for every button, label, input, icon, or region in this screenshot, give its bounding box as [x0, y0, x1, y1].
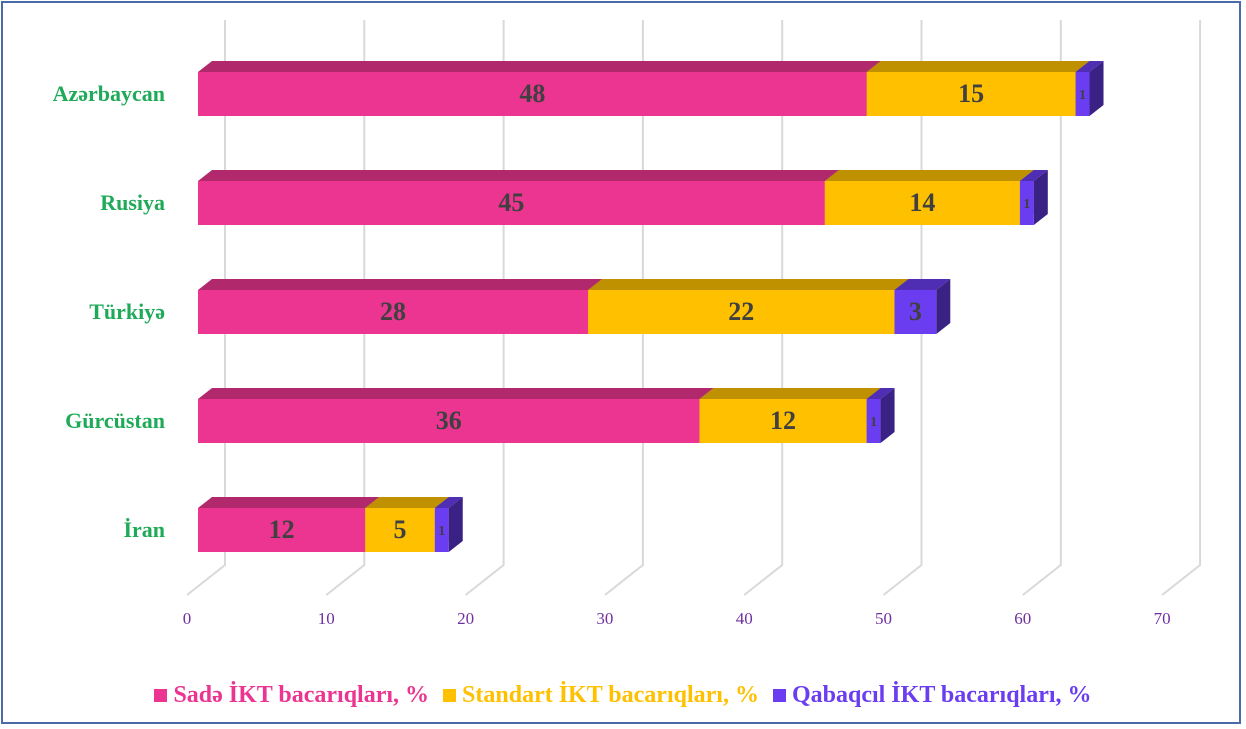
- legend-swatch: [154, 689, 168, 702]
- bar-top: [824, 170, 1034, 181]
- legend-item: Qabaqcıl İKT bacarıqları, %: [772, 682, 1092, 709]
- category-label: Gürcüstan: [65, 408, 165, 433]
- data-label: 1: [438, 524, 445, 539]
- bar: [588, 290, 895, 334]
- bar-segment: [894, 279, 951, 334]
- legend-label: Standart İKT bacarıqları, %: [462, 682, 759, 708]
- x-tick-label: 40: [736, 609, 753, 628]
- category-label: İran: [123, 517, 165, 542]
- bar-segment: [198, 170, 839, 225]
- bar: [699, 399, 867, 443]
- bar-top: [866, 388, 895, 399]
- bar: [434, 508, 449, 552]
- bar: [866, 399, 881, 443]
- bar-segment: [1075, 61, 1104, 116]
- bar: [198, 399, 700, 443]
- bar: [1075, 72, 1090, 116]
- bar: [198, 508, 366, 552]
- bar-top: [198, 497, 380, 508]
- data-label: 28: [380, 297, 406, 326]
- x-tick-label: 50: [875, 609, 892, 628]
- bar-top: [198, 279, 603, 290]
- bar: [1019, 181, 1034, 225]
- legend-swatch: [772, 689, 786, 702]
- data-label: 48: [519, 79, 545, 108]
- bar-top: [198, 388, 714, 399]
- bar-top: [198, 170, 839, 181]
- bar: [198, 290, 589, 334]
- bar-segment: [866, 388, 895, 443]
- bar-top: [699, 388, 881, 399]
- data-label: 12: [269, 515, 295, 544]
- bar-side: [1033, 170, 1048, 225]
- bar: [198, 181, 825, 225]
- bar-top: [894, 279, 951, 290]
- x-tick-label: 30: [596, 609, 613, 628]
- bar-segment: [198, 497, 380, 552]
- bar-top: [365, 497, 449, 508]
- data-label: 15: [958, 79, 984, 108]
- bar-top: [1075, 61, 1104, 72]
- data-label: 12: [770, 406, 796, 435]
- category-label: Türkiyə: [89, 299, 165, 324]
- x-tick-label: 60: [1014, 609, 1031, 628]
- x-tick-label: 20: [457, 609, 474, 628]
- bar-segment: [1019, 170, 1048, 225]
- legend-item: Sadə İKT bacarıqları, %: [154, 682, 429, 709]
- bar-top: [588, 279, 909, 290]
- bar-top: [434, 497, 463, 508]
- legend-label: Qabaqcıl İKT bacarıqları, %: [791, 682, 1092, 708]
- bar-top: [866, 61, 1090, 72]
- x-tick-label: 70: [1154, 609, 1171, 628]
- category-label: Azərbaycan: [53, 81, 165, 106]
- legend-swatch: [443, 689, 457, 702]
- data-label: 5: [393, 515, 406, 544]
- legend-label: Sadə İKT bacarıqları, %: [173, 682, 430, 708]
- bar-side: [1089, 61, 1104, 116]
- bar: [894, 290, 937, 334]
- bar-top: [1019, 170, 1048, 181]
- bar-side: [880, 388, 895, 443]
- data-label: 14: [909, 188, 935, 217]
- x-tick-label: 0: [183, 609, 192, 628]
- data-label: 45: [498, 188, 524, 217]
- bar-top: [198, 61, 881, 72]
- bar-segment: [434, 497, 463, 552]
- grid-line: [1022, 20, 1062, 596]
- legend: Sadə İKT bacarıqları, % Standart İKT baca…: [0, 682, 1246, 709]
- bar: [365, 508, 435, 552]
- grid-line: [1161, 20, 1202, 596]
- bar: [866, 72, 1076, 116]
- bar: [824, 181, 1020, 225]
- data-label: 1: [870, 415, 877, 430]
- data-label: 22: [728, 297, 754, 326]
- category-label: Rusiya: [100, 190, 165, 215]
- bar-side: [448, 497, 463, 552]
- bar-side: [936, 279, 951, 334]
- x-tick-label: 10: [318, 609, 335, 628]
- data-label: 1: [1079, 88, 1086, 103]
- data-label: 36: [436, 406, 462, 435]
- legend-item: Standart İKT bacarıqları, %: [443, 682, 759, 709]
- data-label: 3: [909, 297, 922, 326]
- bar: [198, 72, 867, 116]
- data-label: 1: [1023, 197, 1030, 212]
